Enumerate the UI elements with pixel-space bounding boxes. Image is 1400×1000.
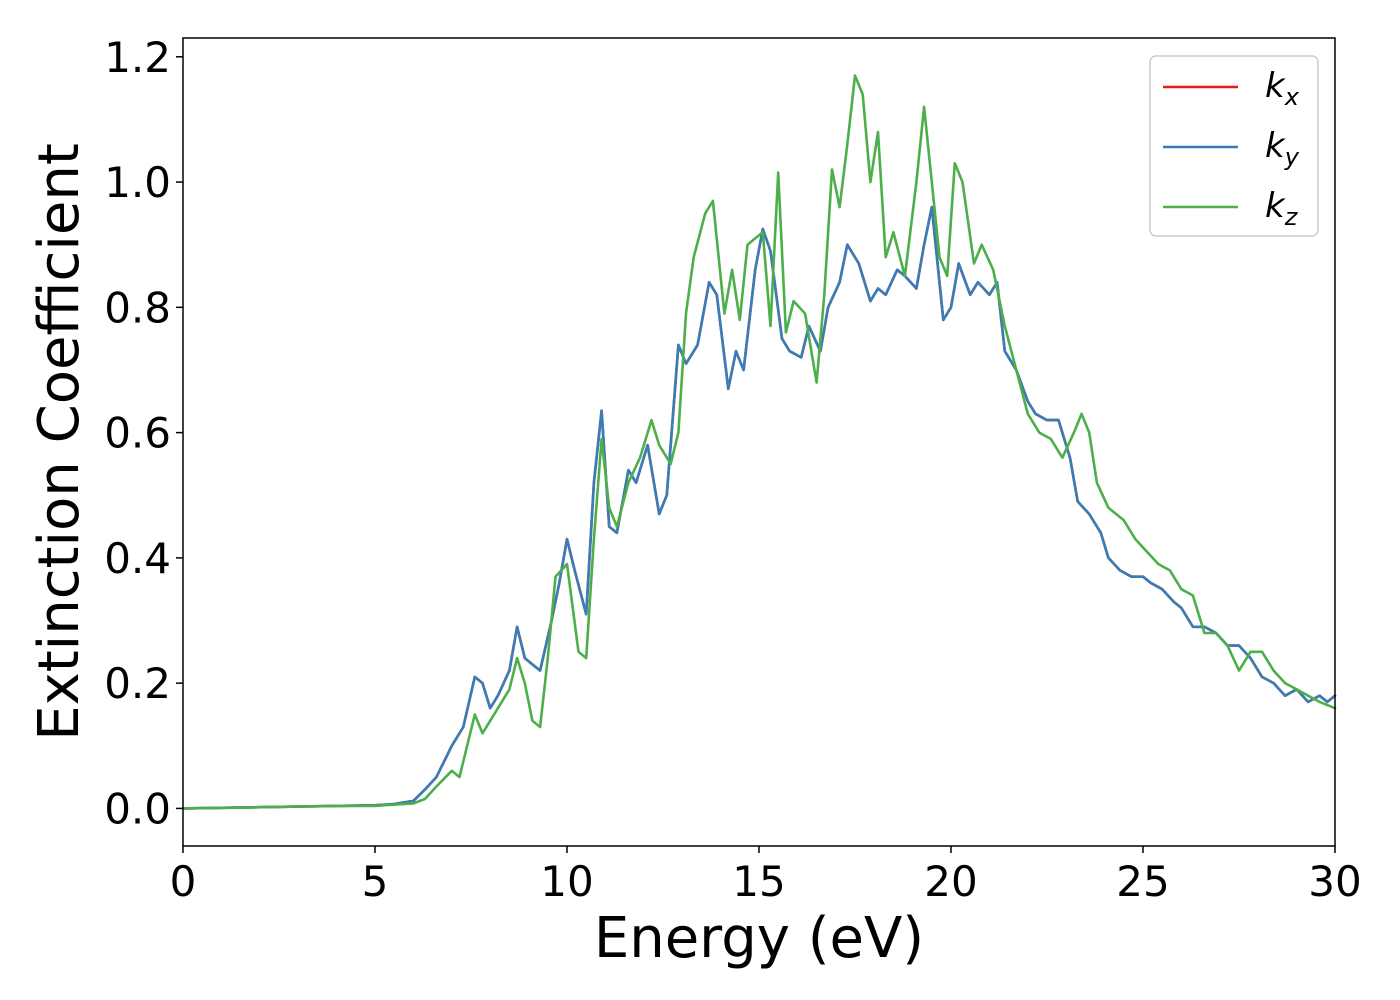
series-layer <box>181 74 1337 810</box>
y-tick-label: 0.4 <box>104 534 171 583</box>
x-tick-label: 15 <box>732 857 785 906</box>
y-tick-label: 0.8 <box>104 283 171 332</box>
x-tick-label: 25 <box>1116 857 1169 906</box>
x-tick-label: 5 <box>362 857 389 906</box>
x-tick-label: 0 <box>170 857 197 906</box>
x-tick-label: 20 <box>924 857 977 906</box>
legend-label-subscript: z <box>1284 203 1299 231</box>
x-tick-label: 10 <box>540 857 593 906</box>
legend-label-subscript: y <box>1284 143 1300 171</box>
legend-label-base: k <box>1265 186 1286 226</box>
series-line-kz <box>181 74 1337 810</box>
y-tick-label: 1.2 <box>104 33 171 82</box>
x-axis-label: Energy (eV) <box>594 906 924 971</box>
legend-label-ky: ky <box>1265 126 1300 171</box>
legend-label-kz: kz <box>1265 186 1299 231</box>
y-tick-label: 1.0 <box>104 158 171 207</box>
legend-label-base: k <box>1265 126 1286 166</box>
y-axis-ticks: 0.0 0.2 0.4 0.6 0.8 1.0 1.2 <box>104 33 183 833</box>
legend-label-base: k <box>1265 66 1286 106</box>
y-tick-label: 0.6 <box>104 409 171 458</box>
legend-label-subscript: x <box>1284 83 1300 111</box>
series-line-ky <box>181 205 1337 810</box>
x-axis-ticks: 0 5 10 15 20 25 30 <box>170 846 1362 906</box>
legend-label-kx: kx <box>1265 66 1300 111</box>
y-axis-label: Extinction Coefficient <box>27 143 92 741</box>
y-tick-label: 0.2 <box>104 659 171 708</box>
y-tick-label: 0.0 <box>104 784 171 833</box>
x-tick-label: 30 <box>1308 857 1361 906</box>
